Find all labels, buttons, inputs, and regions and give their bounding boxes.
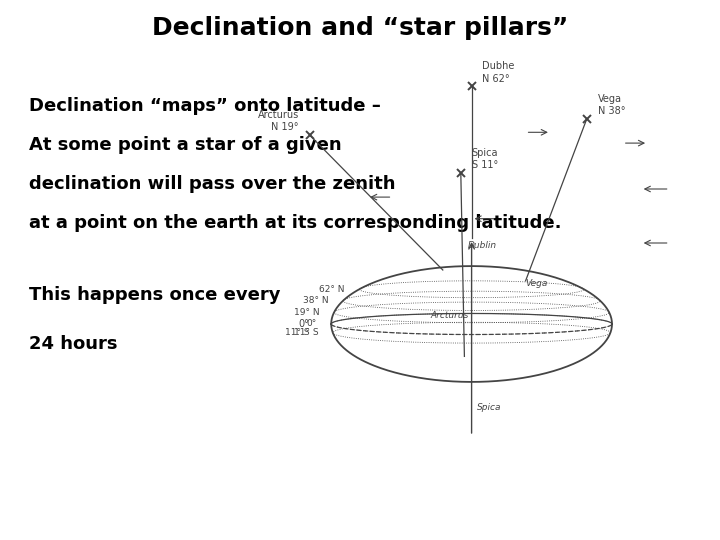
Text: 0°: 0° — [299, 319, 310, 329]
Text: Dublin: Dublin — [468, 241, 497, 250]
Text: 24 hours: 24 hours — [29, 335, 117, 353]
Text: Spica
S 11°: Spica S 11° — [472, 148, 498, 170]
Text: Arcturus
N 19°: Arcturus N 19° — [258, 110, 299, 132]
Text: 19° N: 19° N — [294, 308, 320, 317]
Text: This happens once every: This happens once every — [29, 286, 280, 304]
Text: 11° S: 11° S — [285, 328, 310, 337]
Text: 62° N: 62° N — [320, 285, 345, 294]
Text: 38° N: 38° N — [303, 296, 328, 305]
Text: Vega
N 38°: Vega N 38° — [598, 94, 625, 116]
Text: Declination and “star pillars”: Declination and “star pillars” — [152, 16, 568, 40]
Text: Spica: Spica — [477, 403, 502, 412]
Text: declination will pass over the zenith: declination will pass over the zenith — [29, 175, 395, 193]
Text: At some point a star of a given: At some point a star of a given — [29, 136, 341, 154]
Text: Vega: Vega — [525, 279, 548, 288]
Text: 11° S: 11° S — [294, 328, 318, 337]
Text: Declination “maps” onto latitude –: Declination “maps” onto latitude – — [29, 97, 381, 115]
Text: at a point on the earth at its corresponding latitude.: at a point on the earth at its correspon… — [29, 214, 562, 232]
Text: Arcturus: Arcturus — [431, 312, 469, 320]
Text: 0°: 0° — [307, 320, 317, 328]
Text: Dubhe
N 62°: Dubhe N 62° — [482, 62, 515, 84]
